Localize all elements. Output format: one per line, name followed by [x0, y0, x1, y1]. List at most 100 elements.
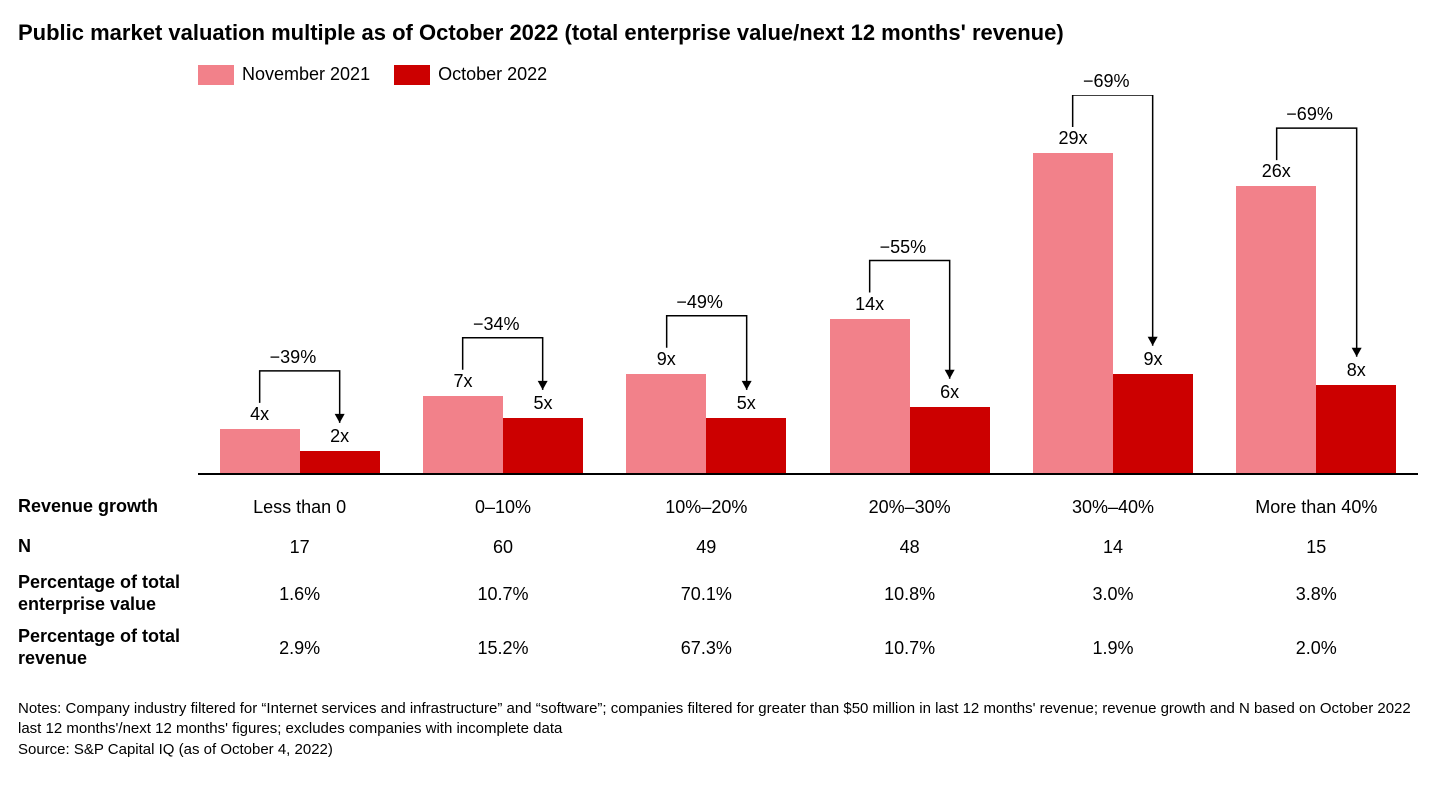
table-cell: 67.3%: [605, 638, 808, 659]
legend-label-b: October 2022: [438, 64, 547, 85]
bar-group: −55% 14x 6x: [808, 95, 1011, 473]
bar-b: [1316, 385, 1396, 473]
row-cells: Less than 00–10%10%–20%20%–30%30%–40%Mor…: [198, 497, 1418, 518]
bar-value-label: 26x: [1262, 161, 1291, 182]
chart-title: Public market valuation multiple as of O…: [18, 20, 1422, 46]
legend-item-a: November 2021: [198, 64, 370, 85]
row-label: Percentage of total revenue: [18, 626, 198, 669]
table-row: Percentage of total revenue2.9%15.2%67.3…: [18, 621, 1422, 675]
bar-value-label: 5x: [533, 393, 552, 414]
bar-wrap-a: 4x: [220, 95, 300, 473]
bar-group: −69%29x9x: [1011, 95, 1214, 473]
bar-pair: 29x 9x: [1033, 95, 1193, 473]
delta-label: −49%: [676, 292, 723, 313]
table-row: N176049481415: [18, 527, 1422, 567]
bar-pair: 7x 5x: [423, 95, 583, 473]
bar-pair: 9x 5x: [626, 95, 786, 473]
table-cell: 2.9%: [198, 638, 401, 659]
table-cell: 30%–40%: [1011, 497, 1214, 518]
bar-wrap-b: 2x: [300, 95, 380, 473]
table-row: Revenue growthLess than 00–10%10%–20%20%…: [18, 487, 1422, 527]
legend-item-b: October 2022: [394, 64, 547, 85]
delta-label: −55%: [880, 237, 927, 258]
bar-group: −39% 4x 2x: [198, 95, 401, 473]
row-label: Percentage of total enterprise value: [18, 572, 198, 615]
bar-b: [503, 418, 583, 473]
delta-label: −69%: [1286, 104, 1333, 125]
bar-pair: 26x 8x: [1236, 95, 1396, 473]
bar-wrap-b: 8x: [1316, 95, 1396, 473]
legend-swatch-a: [198, 65, 234, 85]
table-cell: 1.9%: [1011, 638, 1214, 659]
bar-wrap-b: 5x: [503, 95, 583, 473]
bar-wrap-b: 6x: [910, 95, 990, 473]
table-cell: 60: [401, 537, 604, 558]
delta-label: −34%: [473, 314, 520, 335]
bar-pair: 14x 6x: [830, 95, 990, 473]
legend-label-a: November 2021: [242, 64, 370, 85]
bar-value-label: 14x: [855, 294, 884, 315]
table-cell: 10.7%: [401, 584, 604, 605]
bar-group: −34% 7x 5x: [401, 95, 604, 473]
bar-wrap-b: 5x: [706, 95, 786, 473]
bar-value-label: 5x: [737, 393, 756, 414]
bar-a: [626, 374, 706, 473]
table-cell: 15: [1215, 537, 1418, 558]
table-cell: 1.6%: [198, 584, 401, 605]
bar-wrap-a: 26x: [1236, 95, 1316, 473]
bar-b: [910, 407, 990, 473]
delta-label: −39%: [270, 347, 317, 368]
table-cell: More than 40%: [1215, 497, 1418, 518]
bar-value-label: 6x: [940, 382, 959, 403]
row-cells: 2.9%15.2%67.3%10.7%1.9%2.0%: [198, 638, 1418, 659]
bar-wrap-a: 29x: [1033, 95, 1113, 473]
table-cell: 17: [198, 537, 401, 558]
bar-wrap-a: 14x: [830, 95, 910, 473]
bar-a: [830, 319, 910, 473]
bar-value-label: 4x: [250, 404, 269, 425]
table-cell: 3.0%: [1011, 584, 1214, 605]
bar-value-label: 7x: [453, 371, 472, 392]
table-cell: 10%–20%: [605, 497, 808, 518]
bar-b: [300, 451, 380, 473]
row-label: N: [18, 536, 198, 558]
bar-a: [423, 396, 503, 473]
bar-wrap-b: 9x: [1113, 95, 1193, 473]
legend-swatch-b: [394, 65, 430, 85]
table-cell: 70.1%: [605, 584, 808, 605]
bar-a: [220, 429, 300, 473]
table-cell: 49: [605, 537, 808, 558]
bar-a: [1236, 186, 1316, 473]
bar-b: [706, 418, 786, 473]
table-cell: 3.8%: [1215, 584, 1418, 605]
table-cell: 10.8%: [808, 584, 1011, 605]
bar-pair: 4x 2x: [220, 95, 380, 473]
bar-group: −49% 9x 5x: [605, 95, 808, 473]
legend: November 2021 October 2022: [198, 64, 1422, 85]
bar-value-label: 29x: [1058, 128, 1087, 149]
bar-wrap-a: 7x: [423, 95, 503, 473]
table-cell: 10.7%: [808, 638, 1011, 659]
row-cells: 1.6%10.7%70.1%10.8%3.0%3.8%: [198, 584, 1418, 605]
table-cell: 15.2%: [401, 638, 604, 659]
bar-value-label: 2x: [330, 426, 349, 447]
bar-value-label: 8x: [1347, 360, 1366, 381]
bar-chart: −39% 4x 2x −34% 7x 5x −49% 9x 5x −55% 14x 6x −69% 29x…: [198, 95, 1418, 475]
bar-b: [1113, 374, 1193, 473]
table-cell: 48: [808, 537, 1011, 558]
bar-group: −69% 26x 8x: [1215, 95, 1418, 473]
table-cell: 2.0%: [1215, 638, 1418, 659]
delta-label: −69%: [1083, 71, 1130, 92]
table-cell: 14: [1011, 537, 1214, 558]
row-label: Revenue growth: [18, 496, 198, 518]
table-row: Percentage of total enterprise value1.6%…: [18, 567, 1422, 621]
footnote-source: Source: S&P Capital IQ (as of October 4,…: [18, 740, 1422, 760]
bar-wrap-a: 9x: [626, 95, 706, 473]
table-cell: 20%–30%: [808, 497, 1011, 518]
table-cell: Less than 0: [198, 497, 401, 518]
bar-value-label: 9x: [657, 349, 676, 370]
bar-a: [1033, 153, 1113, 473]
bar-value-label: 9x: [1143, 349, 1162, 370]
footnotes: Notes: Company industry filtered for “In…: [18, 699, 1422, 760]
footnote-notes: Notes: Company industry filtered for “In…: [18, 699, 1422, 740]
